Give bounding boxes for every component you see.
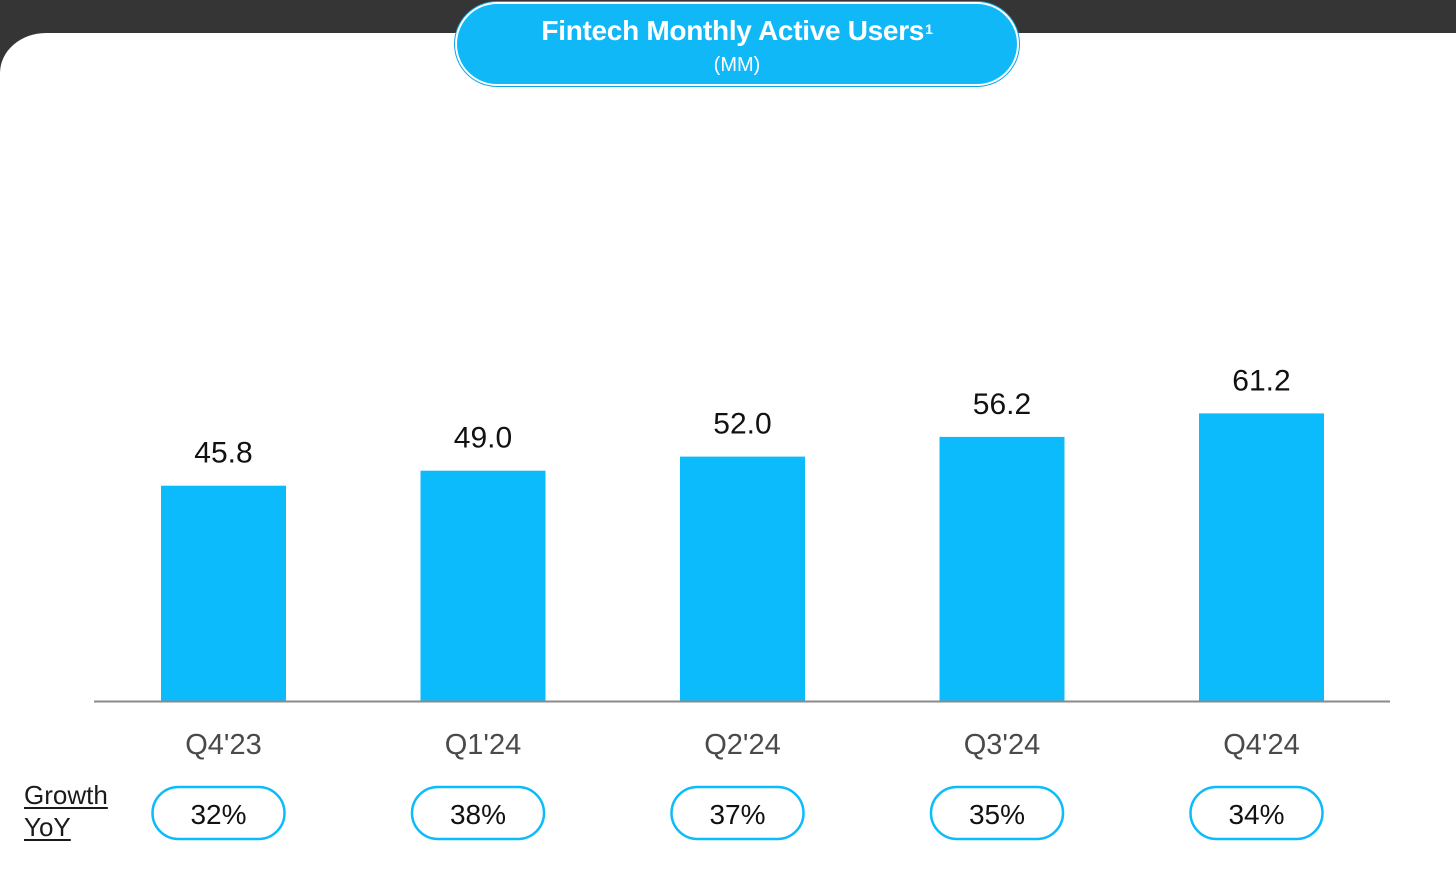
value-label-2: 52.0: [713, 408, 771, 441]
value-label-3: 56.2: [973, 388, 1031, 421]
bar-0: [161, 485, 286, 701]
chart-title: Fintech Monthly Active Users1: [457, 14, 1017, 48]
top-corner-curve: [0, 33, 46, 73]
x-tick-label-1: Q1'24: [445, 729, 521, 761]
growth-label-line-2: YoY: [24, 812, 71, 842]
bar-3: [939, 436, 1065, 701]
growth-value-1: 38%: [450, 799, 506, 830]
growth-label-line-1: Growth: [24, 780, 108, 810]
bar-4: [1199, 413, 1324, 701]
growth-pill-1: [410, 785, 546, 841]
growth-value-0: 32%: [190, 799, 246, 830]
growth-pill-3: [929, 785, 1065, 841]
chart-title-text: Fintech Monthly Active Users: [541, 15, 925, 46]
growth-value-2: 37%: [709, 799, 765, 830]
value-label-0: 45.8: [194, 437, 252, 470]
x-tick-label-2: Q2'24: [704, 729, 780, 761]
value-label-4: 61.2: [1232, 364, 1290, 397]
chart-subtitle: (MM): [713, 54, 761, 76]
growth-pill-0: [151, 785, 286, 841]
growth-yoy-label: Growth YoY: [24, 779, 108, 843]
x-tick-label-0: Q4'23: [185, 729, 261, 761]
title-pill: Fintech Monthly Active Users1 (MM): [455, 2, 1019, 86]
growth-pill-4: [1189, 785, 1324, 841]
growth-value-3: 35%: [969, 799, 1025, 830]
growth-pill-2: [670, 785, 805, 841]
x-tick-label-4: Q4'24: [1223, 729, 1299, 761]
title-footnote: 1: [925, 21, 933, 37]
growth-value-4: 34%: [1228, 799, 1284, 830]
bar-1: [420, 470, 546, 701]
value-label-1: 49.0: [454, 422, 512, 455]
bar-2: [680, 456, 805, 701]
x-tick-label-3: Q3'24: [964, 729, 1040, 761]
